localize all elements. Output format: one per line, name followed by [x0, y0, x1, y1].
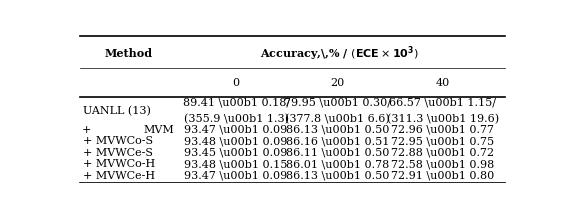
Text: 20: 20 — [330, 78, 344, 88]
Text: (355.9 \u00b1 1.3): (355.9 \u00b1 1.3) — [183, 114, 289, 124]
Text: Accuracy,\,% / $(\mathbf{ECE}\times\mathbf{10}^{\mathbf{3}})$: Accuracy,\,% / $(\mathbf{ECE}\times\math… — [260, 44, 419, 63]
Text: 72.88 \u00b1 0.72: 72.88 \u00b1 0.72 — [391, 148, 495, 158]
Text: UANLL (13): UANLL (13) — [83, 106, 151, 116]
Text: 66.57 \u00b1 1.15/: 66.57 \u00b1 1.15/ — [390, 98, 496, 108]
Text: 40: 40 — [436, 78, 450, 88]
Text: 72.95 \u00b1 0.75: 72.95 \u00b1 0.75 — [391, 136, 495, 146]
Text: 93.48 \u00b1 0.09: 93.48 \u00b1 0.09 — [185, 136, 288, 146]
Text: + MVWCe-S: + MVWCe-S — [83, 148, 153, 158]
Text: 72.96 \u00b1 0.77: 72.96 \u00b1 0.77 — [391, 125, 495, 135]
Text: 86.13 \u00b1 0.50: 86.13 \u00b1 0.50 — [286, 171, 389, 181]
Text: 89.41 \u00b1 0.18/: 89.41 \u00b1 0.18/ — [182, 98, 290, 108]
Text: 86.13 \u00b1 0.50: 86.13 \u00b1 0.50 — [286, 125, 389, 135]
Text: 72.91 \u00b1 0.80: 72.91 \u00b1 0.80 — [391, 171, 495, 181]
Text: Method: Method — [104, 48, 152, 59]
Text: 93.48 \u00b1 0.15: 93.48 \u00b1 0.15 — [185, 159, 288, 169]
Text: 86.01 \u00b1 0.78: 86.01 \u00b1 0.78 — [286, 159, 389, 169]
Text: + MVWCo-H: + MVWCo-H — [83, 159, 156, 169]
Text: + MVWCo-S: + MVWCo-S — [83, 136, 153, 146]
Text: + MVWCe-H: + MVWCe-H — [83, 171, 156, 181]
Text: 0: 0 — [232, 78, 240, 88]
Text: +: + — [82, 125, 91, 135]
Text: 93.47 \u00b1 0.09: 93.47 \u00b1 0.09 — [185, 125, 288, 135]
Text: 86.11 \u00b1 0.50: 86.11 \u00b1 0.50 — [286, 148, 389, 158]
Text: 93.45 \u00b1 0.09: 93.45 \u00b1 0.09 — [185, 148, 288, 158]
Text: 86.16 \u00b1 0.51: 86.16 \u00b1 0.51 — [286, 136, 389, 146]
Text: 93.47 \u00b1 0.09: 93.47 \u00b1 0.09 — [185, 171, 288, 181]
Text: (311.3 \u00b1 19.6): (311.3 \u00b1 19.6) — [387, 114, 499, 124]
Text: 79.95 \u00b1 0.30/: 79.95 \u00b1 0.30/ — [284, 98, 391, 108]
Text: 72.58 \u00b1 0.98: 72.58 \u00b1 0.98 — [391, 159, 495, 169]
Text: MVM: MVM — [144, 125, 174, 135]
Text: (377.8 \u00b1 6.6): (377.8 \u00b1 6.6) — [285, 114, 390, 124]
